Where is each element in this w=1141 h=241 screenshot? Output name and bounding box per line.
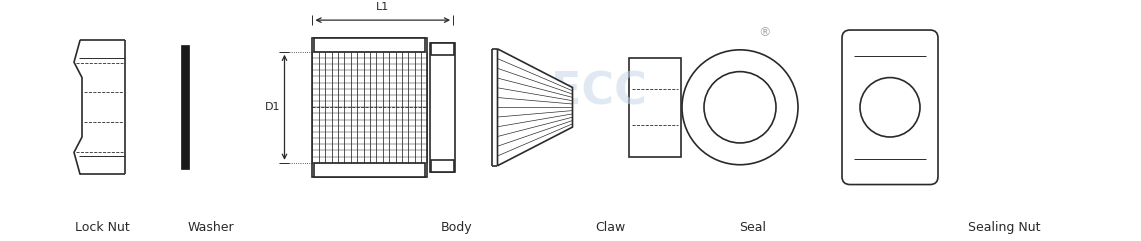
Circle shape — [704, 72, 776, 143]
Text: Seal: Seal — [739, 221, 767, 234]
Bar — [431, 43, 454, 55]
Text: Sealing Nut: Sealing Nut — [968, 221, 1041, 234]
Bar — [313, 38, 428, 177]
Text: Body: Body — [440, 221, 472, 234]
Text: Washer: Washer — [188, 221, 234, 234]
Polygon shape — [497, 49, 573, 166]
Bar — [430, 43, 455, 172]
Bar — [431, 160, 454, 172]
Bar — [315, 38, 426, 52]
Text: ®: ® — [759, 27, 771, 40]
FancyBboxPatch shape — [842, 30, 938, 185]
Text: Claw: Claw — [596, 221, 625, 234]
Bar — [315, 163, 426, 177]
Text: L1: L1 — [377, 2, 389, 12]
Text: Lock Nut: Lock Nut — [75, 221, 130, 234]
Bar — [181, 45, 189, 169]
Circle shape — [860, 78, 920, 137]
Circle shape — [682, 50, 798, 165]
Text: D1: D1 — [265, 102, 281, 112]
Bar — [629, 58, 681, 157]
Text: ELECC: ELECC — [493, 71, 647, 114]
